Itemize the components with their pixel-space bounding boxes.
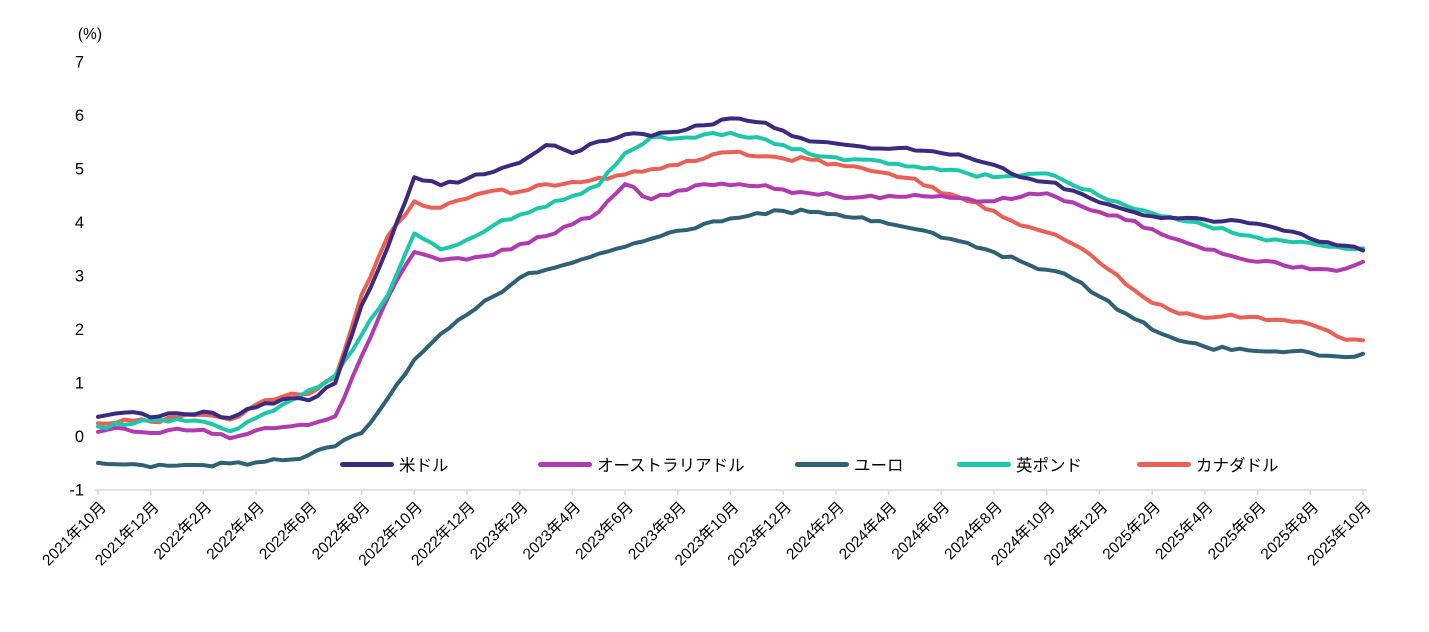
- y-tick-label: 0: [75, 428, 84, 446]
- gbp-line: [96, 130, 1365, 434]
- y-tick-label: 6: [75, 107, 84, 125]
- y-tick-label: 2: [75, 321, 84, 339]
- y-tick-label: 3: [75, 268, 84, 286]
- y-tick-label: 7: [75, 54, 84, 72]
- y-tick-label: 5: [75, 161, 84, 179]
- y-axis-unit-label: (%): [78, 26, 102, 43]
- eur-line: [96, 207, 1365, 470]
- y-tick-label: 1: [75, 375, 84, 393]
- usd-line: [96, 116, 1365, 420]
- y-tick-label: 4: [75, 214, 84, 232]
- aud-line: [96, 181, 1365, 441]
- y-tick-label: -1: [69, 482, 84, 500]
- cad-line: [96, 149, 1365, 426]
